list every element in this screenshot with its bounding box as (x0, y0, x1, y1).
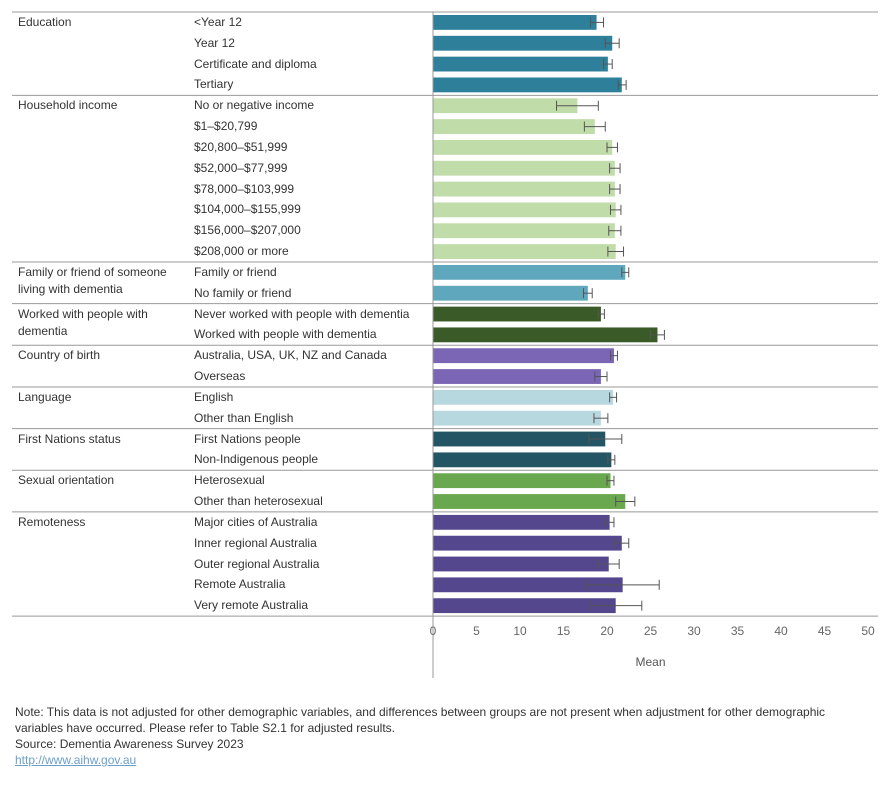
category-label: Overseas (194, 369, 246, 384)
bar (433, 473, 611, 489)
category-label: No or negative income (194, 98, 315, 113)
category-label: <Year 12 (194, 15, 242, 29)
group-label: Country of birth (18, 348, 101, 363)
bar-chart: 0 5 10 15 20 25 30 35 40 45 50 Mean (12, 11, 878, 678)
group-label: Education (18, 15, 72, 29)
group-label: Remoteness (18, 514, 86, 529)
bar (433, 556, 609, 572)
bar (433, 494, 626, 509)
category-label: Other than heterosexual (194, 494, 323, 509)
group-label: First Nations status (18, 431, 121, 446)
footer-note: Note: This data is not adjusted for othe… (15, 705, 826, 735)
x-tick-label: 30 (687, 624, 701, 638)
category-label: Worked with people with dementia (194, 327, 377, 342)
bar (433, 306, 601, 322)
bar (433, 369, 601, 384)
group-label: Sexual orientation (18, 473, 115, 488)
bar (433, 223, 615, 239)
bar (433, 410, 601, 426)
category-label: $104,000–$155,999 (194, 202, 301, 217)
x-tick-label: 25 (644, 624, 658, 638)
category-label: Outer regional Australia (194, 556, 320, 571)
footer: Note: This data is not adjusted for othe… (15, 704, 835, 768)
x-tick-label: 35 (731, 624, 745, 638)
bar (433, 514, 610, 530)
category-label: Heterosexual (194, 473, 265, 488)
bar (433, 160, 615, 176)
category-label: Certificate and diploma (194, 56, 317, 71)
category-label: No family or friend (194, 285, 292, 300)
bar (433, 244, 616, 259)
category-label: Family or friend (194, 264, 277, 279)
bar (433, 98, 578, 114)
category-label: Remote Australia (194, 577, 286, 592)
bar (433, 577, 623, 593)
bar (433, 15, 597, 30)
category-label: Never worked with people with dementia (194, 306, 410, 321)
category-label: $208,000 or more (194, 244, 289, 259)
category-label: $20,800–$51,999 (194, 139, 288, 154)
bar (433, 348, 614, 364)
bar (433, 181, 615, 197)
category-label: Major cities of Australia (194, 514, 318, 529)
x-tick-label: 5 (473, 624, 480, 638)
footer-source: Source: Dementia Awareness Survey 2023 (15, 737, 244, 751)
category-label: Very remote Australia (194, 598, 309, 613)
category-label: $52,000–$77,999 (194, 160, 288, 175)
x-tick-label: 0 (430, 624, 437, 638)
bar (433, 77, 622, 93)
category-label: $1–$20,799 (194, 119, 258, 134)
bar (433, 431, 606, 447)
bar (433, 139, 613, 155)
x-tick-label: 45 (818, 624, 832, 638)
bar (433, 535, 622, 551)
bar (433, 598, 616, 614)
bar (433, 119, 595, 134)
category-label: English (194, 389, 234, 404)
category-label: Inner regional Australia (194, 535, 317, 550)
category-label: Other than English (194, 410, 294, 425)
x-tick-label: 10 (513, 624, 527, 638)
group-label: Language (18, 389, 72, 404)
bar (433, 264, 626, 280)
category-label: Tertiary (194, 77, 234, 92)
category-label: $78,000–$103,999 (194, 181, 295, 196)
footer-link[interactable]: http://www.aihw.gov.au (15, 753, 137, 767)
bar (433, 56, 608, 72)
category-label: Australia, USA, UK, NZ and Canada (194, 348, 387, 363)
category-label: Year 12 (194, 35, 235, 50)
bar (433, 202, 616, 218)
category-label: First Nations people (194, 431, 301, 446)
x-tick-label: 20 (600, 624, 614, 638)
category-label: Non-Indigenous people (194, 452, 319, 467)
bar (433, 389, 614, 405)
x-tick-label: 50 (861, 624, 875, 638)
bar (433, 285, 588, 301)
group-label: Family or friend of someone living with … (18, 264, 167, 296)
group-label: Household income (18, 98, 118, 113)
bar (433, 452, 612, 468)
bar (433, 327, 658, 343)
x-tick-label: 40 (774, 624, 788, 638)
group-label: Worked with people with dementia (18, 306, 148, 338)
bar (433, 35, 613, 51)
x-axis-title: Mean (635, 655, 665, 669)
category-label: $156,000–$207,000 (194, 223, 301, 238)
x-tick-label: 15 (557, 624, 571, 638)
